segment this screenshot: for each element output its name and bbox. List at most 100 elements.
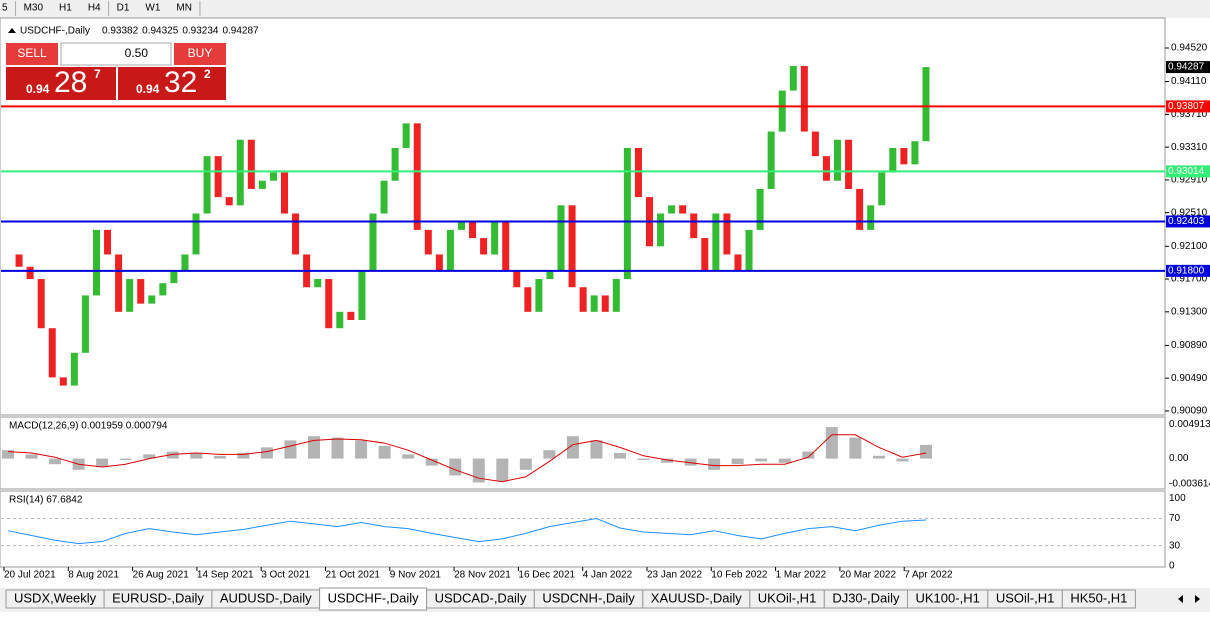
tab-label[interactable]: USOil-,H1 bbox=[996, 590, 1055, 605]
candle bbox=[745, 229, 753, 271]
candle bbox=[269, 172, 277, 181]
macd-bar bbox=[308, 436, 320, 459]
current-price: 0.94287 bbox=[1168, 62, 1205, 73]
macd-bar bbox=[708, 458, 721, 470]
tab-label[interactable]: UK100-,H1 bbox=[916, 590, 980, 605]
timeframe[interactable]: 5 bbox=[2, 3, 8, 14]
candle bbox=[281, 172, 289, 214]
timeframe[interactable]: M30 bbox=[24, 3, 44, 14]
macd-bar bbox=[237, 453, 250, 459]
sell-button[interactable] bbox=[6, 43, 58, 65]
candle bbox=[734, 254, 742, 271]
candle bbox=[767, 131, 775, 189]
rsi-line bbox=[7, 517, 927, 545]
level-tag bbox=[1166, 165, 1210, 178]
macd-tick-label: 0.00 bbox=[1169, 453, 1189, 464]
candle bbox=[601, 295, 609, 312]
candle bbox=[446, 229, 454, 271]
candle bbox=[756, 188, 764, 230]
macd-bar bbox=[519, 458, 532, 470]
tab-label[interactable]: EURUSD-,Daily bbox=[112, 590, 204, 605]
level-label: 0.91800 bbox=[1168, 265, 1205, 276]
candle bbox=[712, 213, 720, 271]
candle bbox=[535, 279, 543, 312]
macd-bar bbox=[614, 453, 626, 459]
candle bbox=[336, 311, 344, 329]
candle bbox=[778, 90, 786, 132]
macd-bar bbox=[449, 458, 462, 476]
sell-price-box[interactable] bbox=[6, 67, 116, 100]
date-label: 14 Sep 2021 bbox=[197, 570, 254, 581]
rsi-panel bbox=[0, 490, 1166, 568]
sell-small: 7 bbox=[94, 67, 101, 81]
candle bbox=[126, 279, 134, 312]
candle bbox=[922, 67, 930, 142]
tab-label[interactable]: USDCHF-,Daily bbox=[328, 590, 420, 605]
macd-tick-label: 0.004913 bbox=[1169, 419, 1210, 430]
macd-bar bbox=[590, 440, 603, 459]
macd-bar bbox=[849, 437, 862, 459]
buy-small: 2 bbox=[204, 67, 211, 81]
level-tag bbox=[1166, 264, 1210, 277]
tab-label[interactable]: USDX,Weekly bbox=[14, 590, 97, 605]
candle bbox=[258, 180, 266, 189]
price-tick-label: 0.90490 bbox=[1171, 373, 1208, 384]
macd-bar bbox=[402, 454, 415, 459]
timeframe[interactable]: MN bbox=[176, 3, 192, 14]
candle bbox=[369, 213, 377, 271]
lot: 0.50 bbox=[125, 46, 149, 60]
candle bbox=[834, 139, 842, 181]
tab-label[interactable]: DJ30-,Daily bbox=[832, 590, 900, 605]
level-label: 0.93014 bbox=[1168, 166, 1205, 177]
tab[interactable] bbox=[1061, 589, 1136, 609]
sell-label: SELL bbox=[17, 46, 47, 60]
level-label: 0.92403 bbox=[1168, 216, 1205, 227]
buy-price-box[interactable] bbox=[118, 67, 226, 100]
lot-input[interactable] bbox=[60, 42, 172, 66]
candle bbox=[568, 205, 576, 288]
tab-label[interactable]: UKOil-,H1 bbox=[758, 590, 817, 605]
date-label: 9 Nov 2021 bbox=[390, 570, 442, 581]
candle bbox=[214, 156, 222, 198]
price-tick-label: 0.94110 bbox=[1171, 76, 1207, 87]
macd-bar bbox=[920, 444, 932, 459]
level-tag bbox=[1166, 100, 1210, 113]
candle bbox=[148, 295, 156, 304]
candle bbox=[546, 270, 554, 280]
timeframe[interactable]: H1 bbox=[59, 3, 72, 14]
tab-label[interactable]: XAUUSD-,Daily bbox=[651, 590, 743, 605]
candle bbox=[347, 311, 355, 321]
candle bbox=[701, 238, 709, 271]
scroll-left[interactable] bbox=[1178, 595, 1183, 603]
date-label: 20 Jul 2021 bbox=[4, 570, 56, 581]
candle bbox=[37, 279, 45, 329]
date-label: 21 Oct 2021 bbox=[326, 570, 381, 581]
candle bbox=[856, 188, 864, 230]
buy-button[interactable] bbox=[174, 43, 226, 65]
tab-label[interactable]: USDCAD-,Daily bbox=[435, 590, 527, 605]
candle bbox=[92, 229, 100, 296]
rsi-tick-label: 100 bbox=[1169, 493, 1186, 504]
macd-bar bbox=[331, 437, 344, 459]
macd-bar bbox=[684, 458, 697, 466]
timeframe[interactable]: H4 bbox=[88, 3, 101, 14]
date-label: 16 Dec 2021 bbox=[518, 570, 575, 581]
timeframe[interactable]: W1 bbox=[145, 3, 160, 14]
timeframe[interactable]: D1 bbox=[117, 3, 130, 14]
macd-bar bbox=[96, 458, 109, 467]
candle bbox=[457, 221, 465, 230]
candle bbox=[822, 156, 830, 181]
tab-label[interactable]: USDCNH-,Daily bbox=[542, 590, 635, 605]
tab-label[interactable]: AUDUSD-,Daily bbox=[220, 590, 312, 605]
tab-label[interactable]: HK50-,H1 bbox=[1070, 590, 1127, 605]
price-tick-label: 0.93310 bbox=[1171, 142, 1208, 153]
macd-tick-label: -0.003614 bbox=[1169, 479, 1210, 490]
date-label: 7 Apr 2022 bbox=[904, 570, 953, 581]
buy-label: BUY bbox=[188, 46, 213, 60]
rsi-tick-label: 0 bbox=[1169, 561, 1175, 572]
macd-bar bbox=[166, 451, 179, 459]
scroll-right[interactable] bbox=[1195, 595, 1200, 603]
date-label: 23 Jan 2022 bbox=[647, 570, 702, 581]
ohlc-value: 0.94287 bbox=[222, 26, 259, 37]
